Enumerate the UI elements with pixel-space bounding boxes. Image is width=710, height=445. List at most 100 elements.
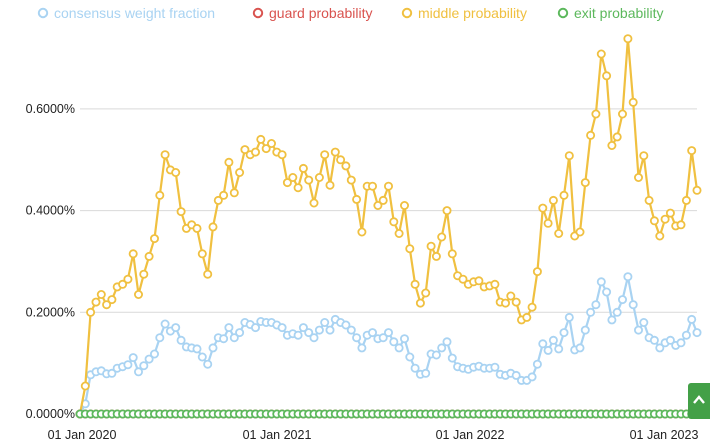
data-point[interactable]: [554, 344, 564, 354]
data-point[interactable]: [692, 185, 702, 195]
data-point[interactable]: [352, 194, 362, 204]
data-point[interactable]: [548, 335, 558, 345]
data-point[interactable]: [628, 97, 638, 107]
data-point[interactable]: [304, 328, 314, 338]
data-point[interactable]: [431, 251, 441, 261]
data-point[interactable]: [139, 269, 149, 279]
data-point[interactable]: [277, 150, 287, 160]
data-point[interactable]: [357, 227, 367, 237]
data-point[interactable]: [197, 249, 207, 259]
data-point[interactable]: [431, 350, 441, 360]
data-point[interactable]: [458, 274, 468, 284]
data-point[interactable]: [543, 345, 553, 355]
data-point[interactable]: [107, 368, 117, 378]
chart-legend[interactable]: consensus weight fraction guard probabili…: [37, 5, 664, 21]
data-point[interactable]: [128, 353, 138, 363]
data-point[interactable]: [352, 333, 362, 343]
data-point[interactable]: [623, 272, 633, 282]
data-point[interactable]: [261, 144, 271, 154]
legend-item[interactable]: middle probability: [401, 5, 527, 21]
data-point[interactable]: [256, 134, 266, 144]
data-point[interactable]: [564, 151, 574, 161]
data-point[interactable]: [649, 216, 659, 226]
data-point[interactable]: [426, 241, 436, 251]
data-point[interactable]: [575, 227, 585, 237]
data-point[interactable]: [607, 140, 617, 150]
data-point[interactable]: [213, 195, 223, 205]
data-point[interactable]: [634, 325, 644, 335]
data-point[interactable]: [229, 188, 239, 198]
data-point[interactable]: [203, 269, 213, 279]
data-point[interactable]: [575, 343, 585, 353]
data-point[interactable]: [559, 190, 569, 200]
data-point[interactable]: [314, 172, 324, 182]
data-point[interactable]: [564, 312, 574, 322]
data-point[interactable]: [389, 217, 399, 227]
data-point[interactable]: [506, 291, 516, 301]
data-point[interactable]: [399, 200, 409, 210]
data-point[interactable]: [442, 206, 452, 216]
data-point[interactable]: [336, 155, 346, 165]
data-point[interactable]: [410, 363, 420, 373]
data-point[interactable]: [389, 337, 399, 347]
data-point[interactable]: [192, 223, 202, 233]
data-point[interactable]: [320, 317, 330, 327]
data-point[interactable]: [405, 352, 415, 362]
data-point[interactable]: [298, 163, 308, 173]
data-point[interactable]: [378, 333, 388, 343]
data-point[interactable]: [320, 150, 330, 160]
data-point[interactable]: [240, 145, 250, 155]
data-point[interactable]: [394, 343, 404, 353]
data-point[interactable]: [437, 343, 447, 353]
data-point[interactable]: [149, 349, 159, 359]
data-point[interactable]: [532, 267, 542, 277]
data-point[interactable]: [139, 361, 149, 371]
data-point[interactable]: [612, 132, 622, 142]
data-point[interactable]: [304, 175, 314, 185]
data-point[interactable]: [437, 232, 447, 242]
data-point[interactable]: [235, 328, 245, 338]
data-point[interactable]: [655, 231, 665, 241]
data-point[interactable]: [293, 330, 303, 340]
data-point[interactable]: [527, 372, 537, 382]
data-point[interactable]: [266, 138, 276, 148]
data-point[interactable]: [160, 150, 170, 160]
data-point[interactable]: [628, 300, 638, 310]
data-point[interactable]: [681, 195, 691, 205]
data-point[interactable]: [623, 34, 633, 44]
data-point[interactable]: [219, 334, 229, 344]
data-point[interactable]: [176, 335, 186, 345]
data-point[interactable]: [639, 151, 649, 161]
data-point[interactable]: [219, 190, 229, 200]
data-point[interactable]: [91, 297, 101, 307]
data-point[interactable]: [527, 302, 537, 312]
data-point[interactable]: [346, 325, 356, 335]
data-point[interactable]: [538, 339, 548, 349]
data-point[interactable]: [373, 200, 383, 210]
data-point[interactable]: [144, 251, 154, 261]
data-point[interactable]: [107, 295, 117, 305]
data-point[interactable]: [192, 344, 202, 354]
data-point[interactable]: [197, 352, 207, 362]
data-point[interactable]: [649, 335, 659, 345]
data-point[interactable]: [687, 314, 697, 324]
data-point[interactable]: [155, 190, 165, 200]
legend-item[interactable]: consensus weight fraction: [37, 5, 215, 21]
data-point[interactable]: [102, 300, 112, 310]
data-point[interactable]: [250, 323, 260, 333]
data-point[interactable]: [618, 295, 628, 305]
data-point[interactable]: [203, 359, 213, 369]
data-point[interactable]: [123, 274, 133, 284]
data-point[interactable]: [224, 323, 234, 333]
data-point[interactable]: [596, 49, 606, 59]
data-point[interactable]: [639, 317, 649, 327]
data-point[interactable]: [224, 157, 234, 167]
data-point[interactable]: [96, 289, 106, 299]
data-point[interactable]: [532, 359, 542, 369]
data-point[interactable]: [176, 207, 186, 217]
data-point[interactable]: [676, 220, 686, 230]
data-point[interactable]: [357, 343, 367, 353]
data-point[interactable]: [123, 360, 133, 370]
data-point[interactable]: [383, 328, 393, 338]
data-point[interactable]: [596, 277, 606, 287]
